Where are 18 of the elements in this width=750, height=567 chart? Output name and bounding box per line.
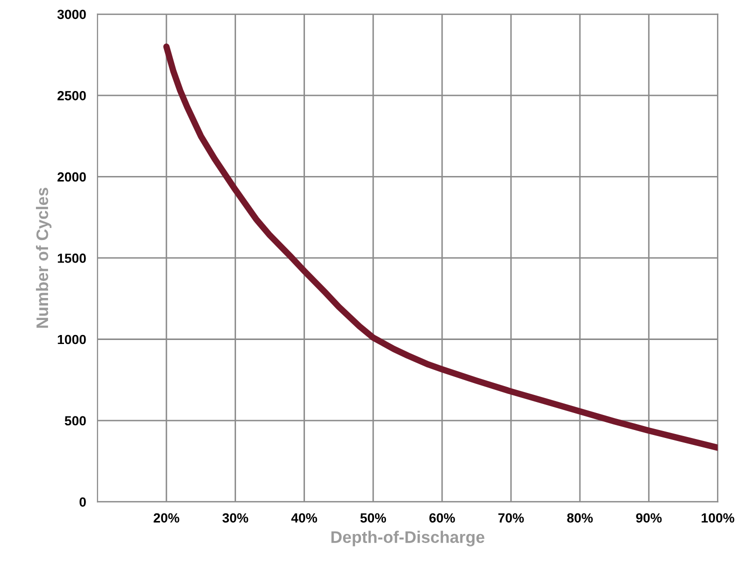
y-tick-label: 500 bbox=[64, 416, 86, 426]
x-tick-label: 100% bbox=[702, 513, 734, 523]
y-tick-label: 1500 bbox=[58, 254, 86, 263]
x-tick-label: 60% bbox=[429, 513, 455, 523]
y-tick-label: 2000 bbox=[57, 172, 86, 182]
y-tick-label: 1000 bbox=[58, 334, 86, 344]
x-tick-label: 30% bbox=[222, 513, 248, 523]
y-tick-label: 3000 bbox=[57, 10, 86, 20]
x-tick-label: 50% bbox=[360, 513, 386, 523]
x-tick-label: 70% bbox=[498, 513, 524, 523]
x-tick-label: 40% bbox=[291, 513, 318, 523]
x-axis-title: Depth-of-Discharge bbox=[331, 530, 484, 546]
x-tick-label: 90% bbox=[636, 513, 662, 523]
y-tick-label: 2500 bbox=[57, 91, 86, 100]
x-tick-label: 20% bbox=[154, 513, 180, 523]
x-tick-label: 80% bbox=[567, 513, 593, 523]
y-tick-label: 0 bbox=[80, 497, 86, 507]
y-axis-title: Number of Cycles bbox=[36, 188, 52, 328]
